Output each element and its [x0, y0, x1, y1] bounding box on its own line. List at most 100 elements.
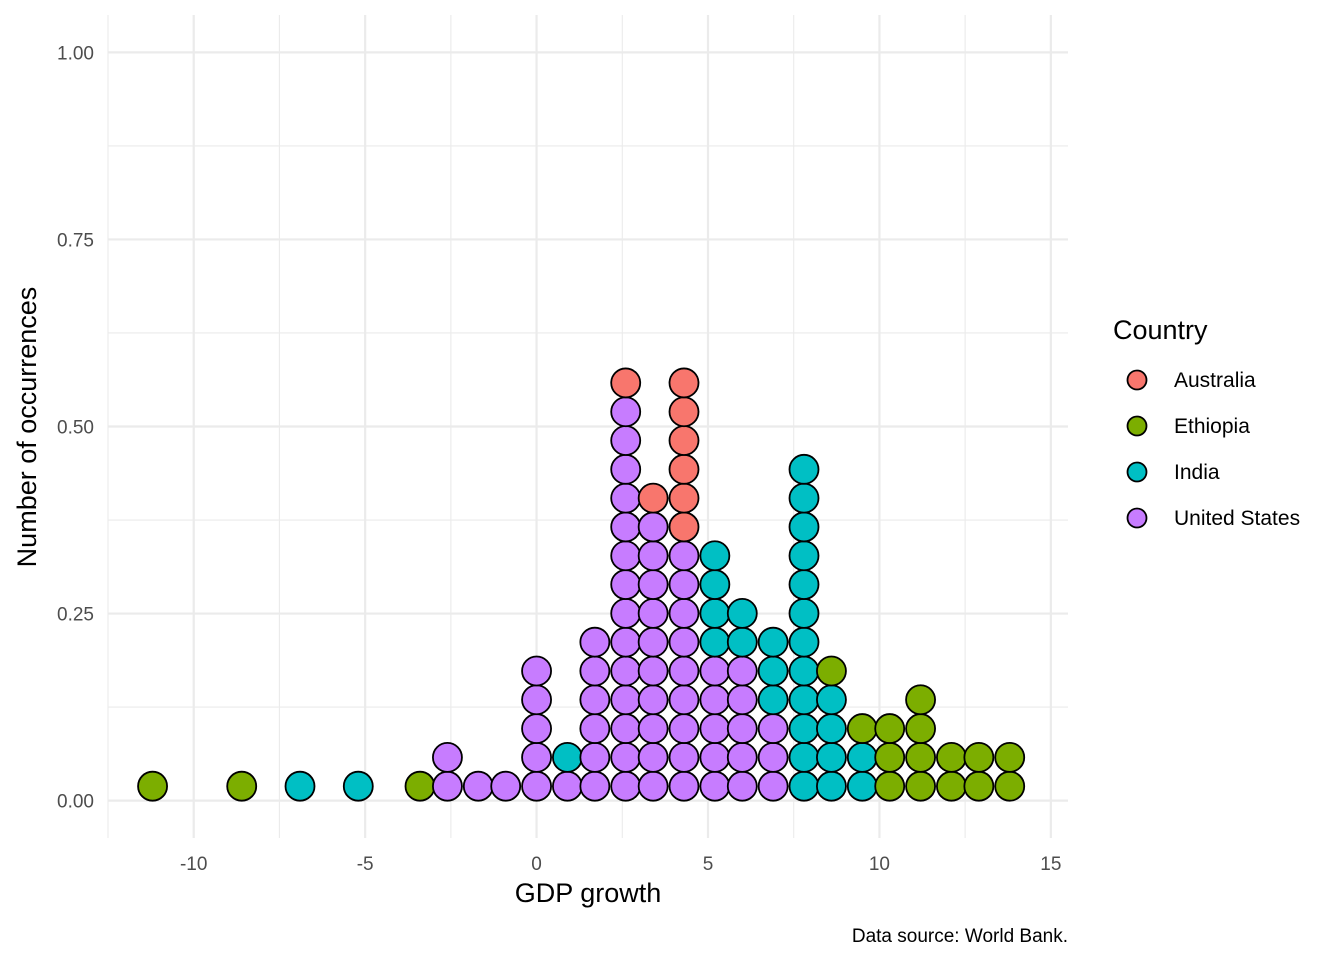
dot-india: [788, 511, 820, 543]
dot-united-states: [637, 741, 669, 773]
dot-united-states: [637, 540, 669, 572]
dot-united-states: [668, 684, 700, 716]
dot-united-states: [579, 655, 611, 687]
legend-label-ethiopia: Ethiopia: [1174, 415, 1250, 438]
dot-united-states: [726, 713, 758, 744]
dot-united-states: [668, 540, 700, 572]
x-axis-ticks: -10 -5 0 5 10 15: [180, 854, 1061, 875]
dot-united-states: [757, 770, 789, 802]
dot-ethiopia: [963, 770, 995, 802]
dot-united-states: [757, 741, 789, 773]
dot-united-states: [610, 684, 642, 716]
dot-india: [757, 626, 789, 658]
dot-united-states: [610, 425, 642, 456]
dot-india: [816, 713, 847, 744]
dot-united-states: [637, 626, 669, 658]
dot-united-states: [668, 626, 700, 658]
dot-ethiopia: [994, 741, 1026, 773]
dot-australia: [668, 367, 700, 399]
dot-india: [788, 770, 820, 802]
dot-united-states: [521, 713, 552, 744]
y-tick-label: 0.50: [57, 418, 94, 439]
dot-india: [726, 626, 758, 658]
dot-united-states: [579, 770, 611, 802]
dot-united-states: [610, 540, 642, 572]
dot-united-states: [610, 713, 642, 744]
dot-ethiopia: [963, 741, 995, 773]
legend-label-india: India: [1174, 461, 1220, 484]
dot-united-states: [610, 569, 642, 600]
legend-label-united-states: United States: [1174, 507, 1300, 530]
dot-united-states: [521, 741, 552, 773]
dot-united-states: [668, 655, 700, 687]
dot-united-states: [726, 770, 758, 802]
dot-ethiopia: [226, 770, 258, 802]
dot-united-states: [610, 741, 642, 773]
dot-india: [757, 684, 789, 716]
dot-united-states: [757, 713, 789, 744]
legend-key-australia: [1126, 369, 1148, 391]
x-tick-label: -10: [180, 854, 207, 875]
dot-united-states: [637, 713, 669, 744]
dot-united-states: [521, 684, 552, 716]
dot-india: [788, 626, 820, 658]
dot-india: [788, 540, 820, 572]
dot-united-states: [668, 569, 700, 600]
dot-australia: [668, 425, 700, 456]
dot-india: [846, 770, 878, 802]
legend: Country Australia Ethiopia India United Sta…: [1113, 315, 1300, 530]
dot-united-states: [637, 655, 669, 687]
dot-united-states: [610, 511, 642, 543]
dot-india: [699, 626, 731, 658]
y-axis-ticks: 0.00 0.25 0.50 0.75 1.00: [57, 43, 94, 812]
x-axis-title: GDP growth: [515, 878, 662, 908]
dot-india: [816, 684, 847, 716]
legend-title: Country: [1113, 315, 1208, 345]
dot-ethiopia: [905, 684, 936, 716]
legend-key-india: [1126, 461, 1148, 483]
dot-australia: [668, 453, 700, 485]
dot-ethiopia: [404, 770, 436, 802]
dot-india: [699, 569, 731, 600]
dot-united-states: [699, 684, 731, 716]
dot-united-states: [637, 684, 669, 716]
x-tick-label: -5: [357, 854, 374, 875]
dot-united-states: [610, 626, 642, 658]
dot-india: [788, 453, 820, 485]
dot-india: [699, 597, 731, 629]
dot-united-states: [579, 741, 611, 773]
dot-australia: [668, 511, 700, 543]
dot-india: [788, 741, 820, 773]
dot-united-states: [637, 569, 669, 600]
dot-india: [788, 655, 820, 687]
dot-united-states: [579, 626, 611, 658]
dot-ethiopia: [936, 770, 967, 802]
dot-ethiopia: [905, 741, 936, 773]
dot-united-states: [610, 396, 642, 428]
dot-united-states: [699, 655, 731, 687]
dot-ethiopia: [846, 713, 878, 744]
y-tick-label: 1.00: [57, 43, 94, 64]
caption: Data source: World Bank.: [852, 926, 1068, 947]
dot-united-states: [668, 741, 700, 773]
dot-united-states: [610, 655, 642, 687]
dot-united-states: [521, 655, 552, 687]
y-tick-label: 0.25: [57, 605, 94, 626]
x-tick-label: 10: [869, 854, 890, 875]
dot-united-states: [462, 770, 494, 802]
dot-united-states: [668, 713, 700, 744]
dot-india: [788, 713, 820, 744]
dot-india: [816, 741, 847, 773]
dot-india: [816, 770, 847, 802]
dot-united-states: [432, 770, 463, 802]
dot-united-states: [552, 770, 583, 802]
dot-united-states: [668, 770, 700, 802]
dot-united-states: [699, 770, 731, 802]
dot-india: [757, 655, 789, 687]
dot-ethiopia: [905, 713, 936, 744]
x-tick-label: 15: [1040, 854, 1061, 875]
dot-united-states: [726, 741, 758, 773]
dot-australia: [637, 482, 669, 514]
dot-united-states: [726, 684, 758, 716]
dot-india: [726, 597, 758, 629]
